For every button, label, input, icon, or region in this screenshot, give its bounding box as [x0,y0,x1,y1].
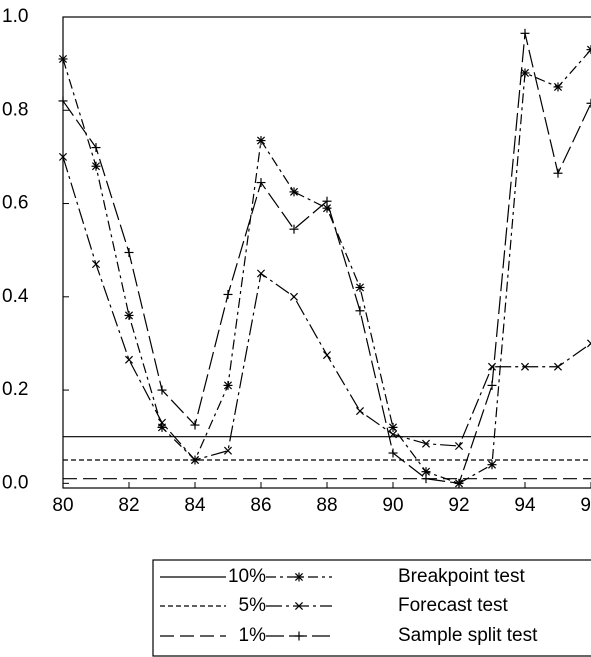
point-marker [520,362,530,371]
point-marker [223,380,233,390]
x-tick-label: 88 [316,495,337,516]
x-tick-label: 86 [250,495,271,516]
x-tick-label: 90 [382,495,403,516]
point-marker [256,136,266,146]
y-tick-label: 1.0 [2,6,28,27]
y-tick-label: 0.2 [2,379,28,400]
point-marker [322,196,332,206]
point-marker [289,292,299,301]
point-marker [157,385,167,395]
point-marker [388,422,398,432]
series-line [62,49,591,484]
point-marker [388,448,398,458]
point-marker [322,351,332,360]
point-marker [421,474,431,484]
point-marker [157,418,167,427]
point-marker [520,28,530,38]
y-tick-label: 0.0 [2,472,28,493]
point-marker [58,54,68,64]
point-marker [355,306,365,316]
point-marker [355,282,365,292]
point-marker [124,310,134,320]
point-marker [124,355,134,364]
legend-label: 5% [239,595,267,616]
point-marker [256,269,266,278]
point-marker [520,68,530,78]
legend-label: 10% [228,566,266,587]
point-marker [58,96,68,106]
point-marker [586,98,591,108]
legend-box [152,559,591,657]
point-marker [223,289,233,299]
y-tick-label: 0.8 [2,99,28,120]
point-marker [454,442,464,451]
legend-label: Sample split test [398,625,538,646]
plot-frame [62,16,591,489]
x-tick-label: 84 [184,495,206,516]
point-marker [190,455,200,465]
x-tick-label: 94 [514,495,536,516]
point-marker [157,422,167,432]
point-marker [91,161,101,171]
point-marker [487,380,497,390]
point-marker [421,439,431,448]
legend-label: 1% [239,625,267,646]
point-marker [190,420,200,430]
legend-marker [294,572,304,582]
legend-marker [294,601,304,611]
point-marker [388,430,398,439]
point-marker [58,152,68,161]
point-marker [289,224,299,234]
x-tick-label: 92 [448,495,469,516]
point-marker [586,339,591,348]
legend-label: Forecast test [398,595,509,616]
x-tick-label: 82 [118,495,139,516]
point-marker [553,168,563,178]
point-marker [487,362,497,371]
point-marker [289,187,299,197]
point-marker [586,45,591,55]
point-marker [487,460,497,470]
x-tick-label: 96 [580,495,591,516]
y-tick-label: 0.6 [2,193,28,214]
point-marker [256,178,266,188]
legend-label: Breakpoint test [398,566,525,587]
point-marker [223,446,233,455]
point-marker [553,82,563,92]
point-marker [91,143,101,153]
series-line [62,33,591,485]
point-marker [91,260,101,269]
legend-marker [294,631,304,641]
point-marker [124,248,134,257]
point-marker [454,478,464,488]
point-marker [421,467,431,477]
y-tick-label: 0.4 [2,286,29,307]
x-tick-label: 80 [52,495,73,516]
point-marker [553,362,563,371]
point-marker [355,407,365,416]
